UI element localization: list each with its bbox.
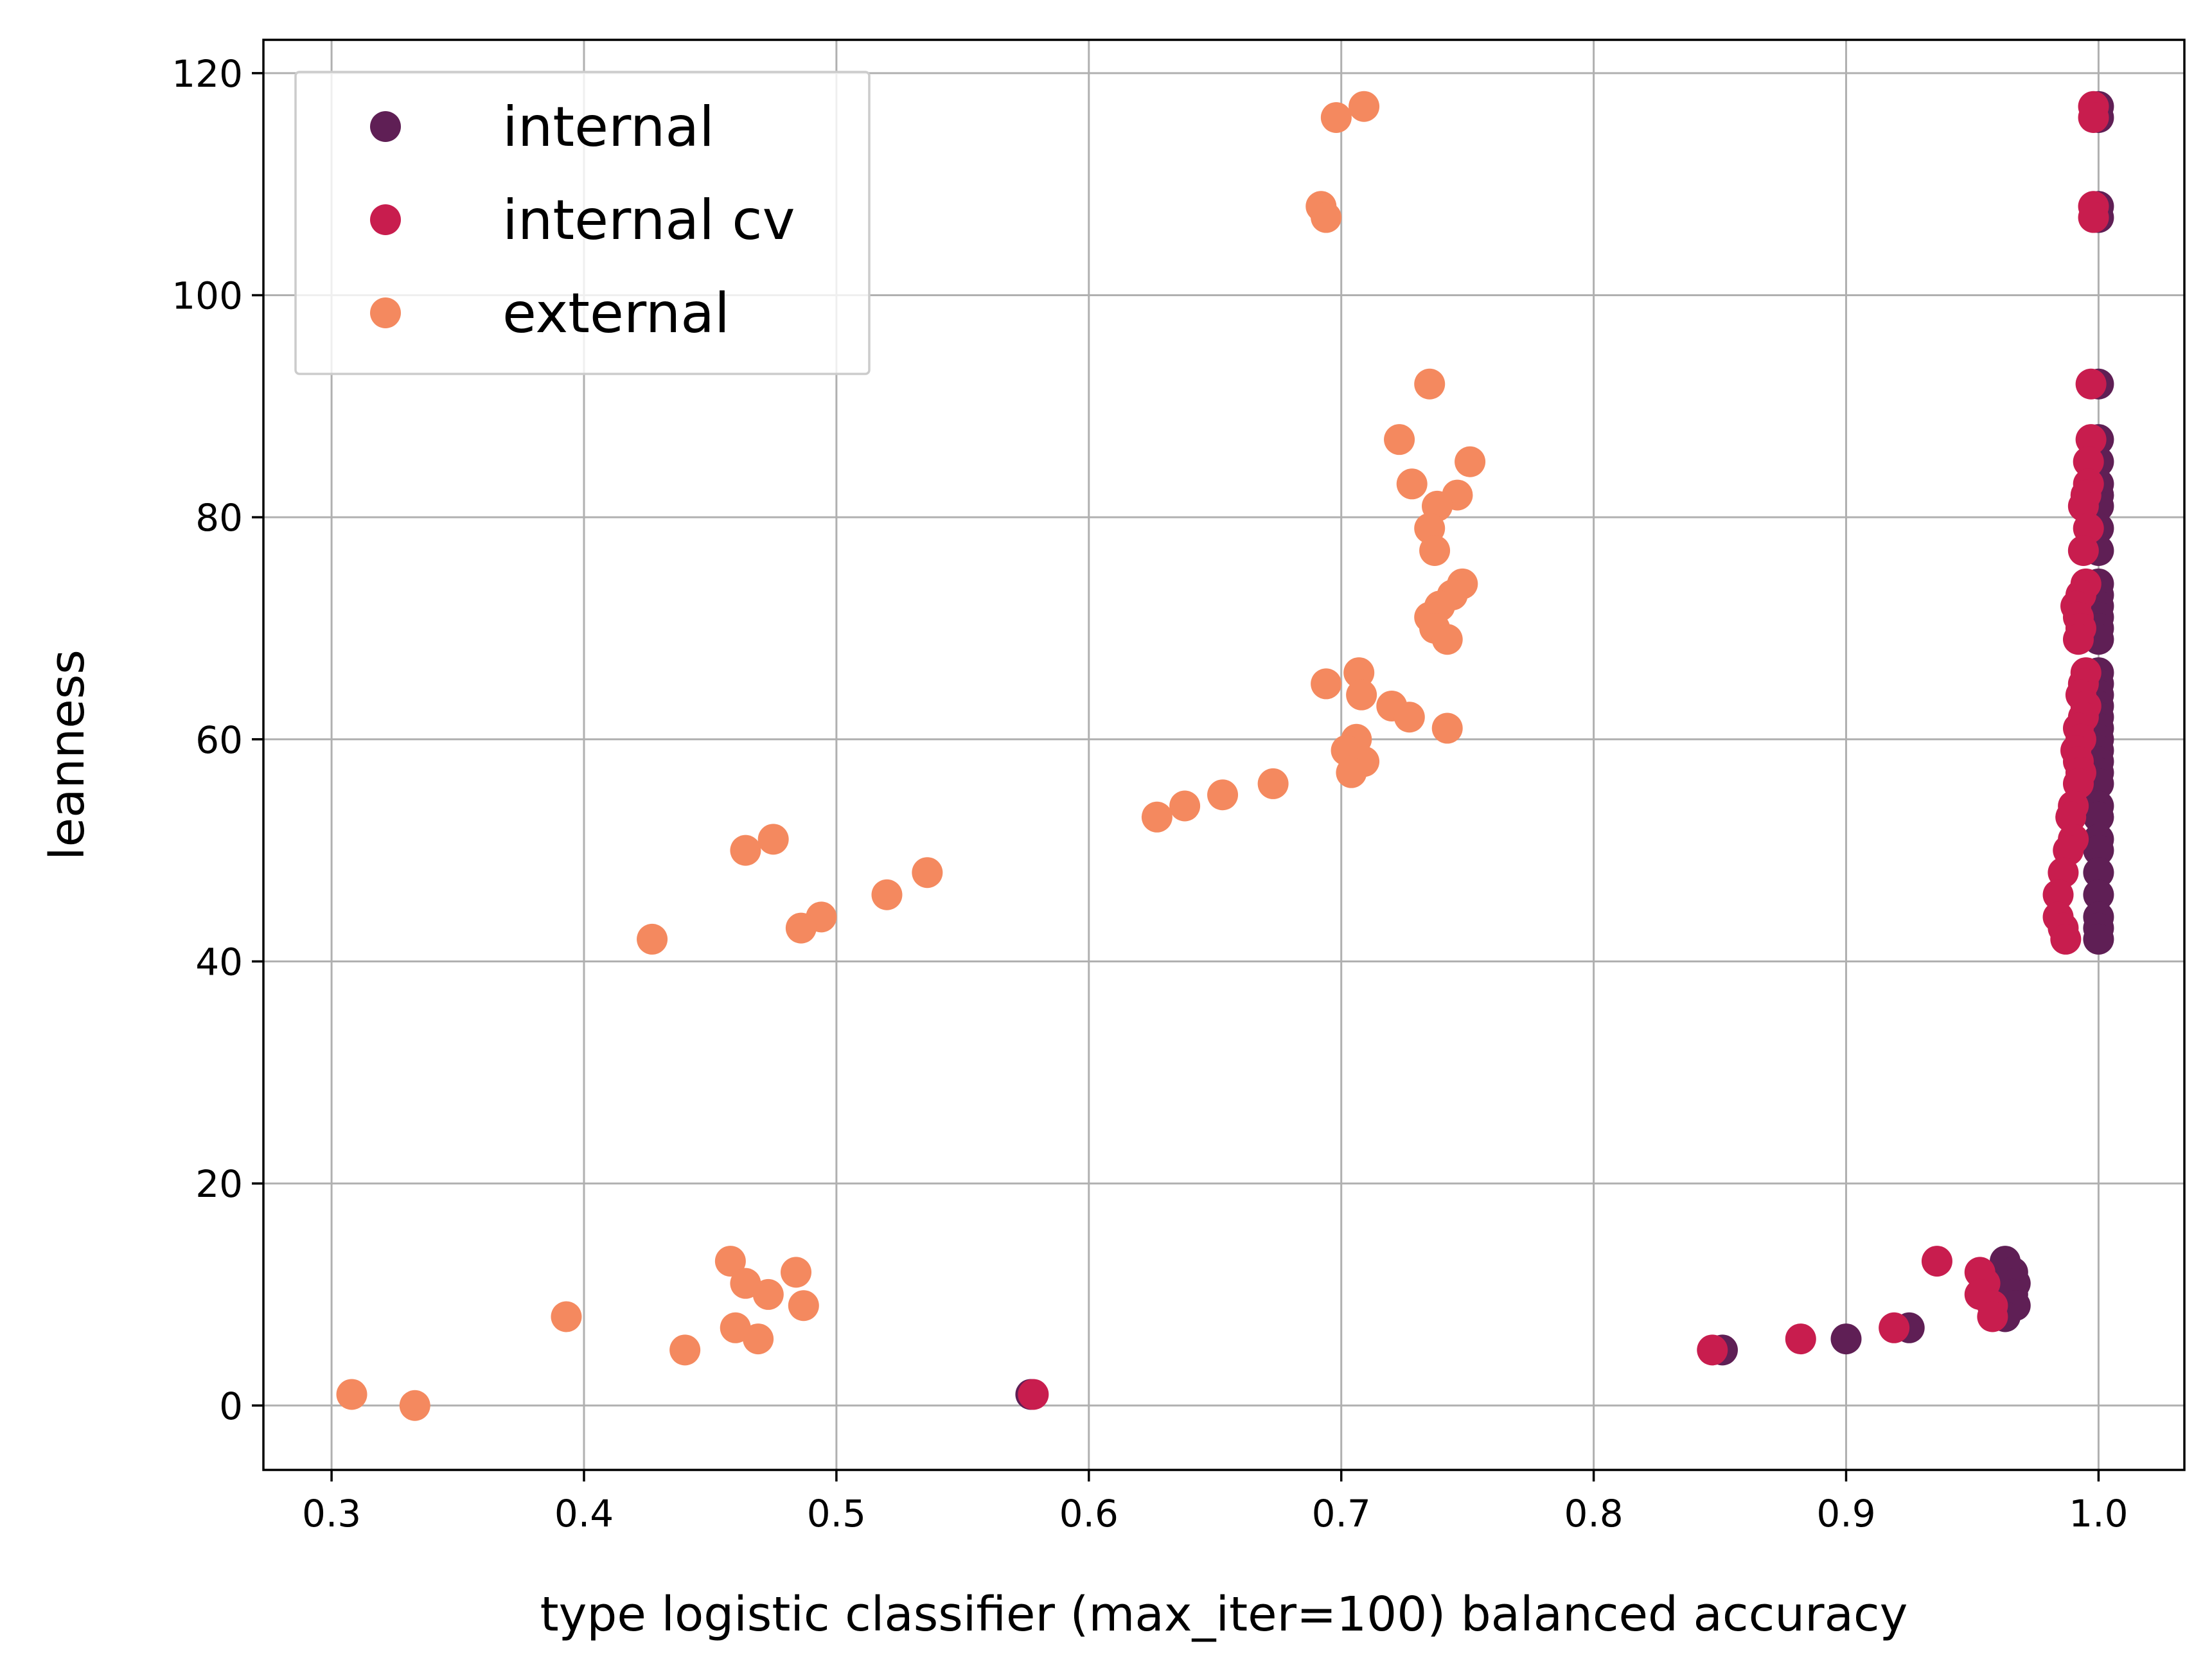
axis-ticks: 0.3 0.4 0.5 0.6 0.7 0.8 0.9 1.0 0 20 40 60 80 100 120 <box>172 52 2128 1535</box>
scatter-point <box>1336 757 1367 788</box>
scatter-point <box>1785 1323 1816 1355</box>
scatter-point <box>2050 923 2082 955</box>
scatter-point <box>730 835 761 866</box>
scatter-point <box>1141 801 1172 833</box>
y-tick-label: 20 <box>195 1162 243 1206</box>
scatter-point <box>551 1301 582 1332</box>
legend-marker <box>370 297 401 328</box>
scatter-point <box>399 1390 430 1421</box>
scatter-point <box>871 879 903 910</box>
y-axis-label: leanness <box>40 650 95 860</box>
scatter-point <box>785 912 817 944</box>
scatter-point <box>1349 91 1380 122</box>
x-tick-label: 0.5 <box>807 1492 866 1535</box>
scatter-point <box>2078 202 2109 233</box>
scatter-point <box>752 1278 784 1310</box>
legend: internal internal cv external <box>294 71 871 375</box>
scatter-point <box>2083 835 2114 866</box>
scatter-point <box>912 857 943 889</box>
scatter-point <box>1921 1246 1952 1277</box>
scatter-point <box>1830 1323 1862 1355</box>
scatter-point <box>743 1323 774 1355</box>
scatter-point <box>1346 679 1377 711</box>
y-tick-label: 40 <box>195 940 243 984</box>
scatter-point <box>2062 624 2094 655</box>
y-tick-label: 0 <box>219 1384 243 1428</box>
legend-label: internal cv <box>502 188 795 252</box>
scatter-point <box>2073 446 2104 477</box>
scatter-point <box>781 1257 812 1288</box>
scatter-point <box>2067 535 2099 566</box>
scatter-point <box>2083 857 2114 889</box>
scatter-point <box>1455 446 1486 477</box>
scatter-point <box>2083 801 2114 833</box>
scatter-point <box>1384 424 1415 455</box>
legend-marker <box>370 111 401 142</box>
x-tick-label: 0.6 <box>1059 1492 1119 1535</box>
scatter-point <box>336 1379 367 1410</box>
scatter-point <box>1018 1379 1049 1410</box>
scatter-point <box>1977 1301 2008 1332</box>
scatter-point <box>1320 102 1352 133</box>
series-internal-cv <box>1018 91 2109 1410</box>
y-tick-label: 60 <box>195 718 243 762</box>
x-axis-label: type logistic classifier (max_iter=100) … <box>540 1587 1908 1642</box>
x-tick-label: 1.0 <box>2069 1492 2128 1535</box>
data-points <box>336 91 2114 1421</box>
plot-frame <box>262 39 2186 1471</box>
scatter-point <box>1396 468 1428 500</box>
series-external <box>336 91 1486 1421</box>
x-tick-label: 0.7 <box>1312 1492 1371 1535</box>
x-tick-label: 0.3 <box>302 1492 361 1535</box>
scatter-point <box>2078 102 2109 133</box>
scatter-point <box>2042 879 2074 910</box>
legend-box <box>294 71 871 375</box>
scatter-point <box>637 923 668 955</box>
scatter-point <box>1879 1312 1910 1343</box>
scatter-point <box>1207 779 1239 811</box>
y-tick-label: 120 <box>172 52 243 96</box>
scatter-point <box>1257 768 1289 799</box>
scatter-point <box>1414 368 1446 400</box>
scatter-point <box>1431 624 1463 655</box>
x-tick-label: 0.8 <box>1564 1492 1623 1535</box>
y-tick-label: 80 <box>195 496 243 540</box>
scatter-point <box>1419 535 1451 566</box>
scatter-point <box>757 824 789 855</box>
scatter-point <box>788 1290 819 1322</box>
scatter-point <box>1169 790 1201 822</box>
scatter-point <box>1697 1334 1728 1366</box>
legend-marker <box>370 204 401 235</box>
x-tick-label: 0.9 <box>1816 1492 1875 1535</box>
scatter-point <box>1311 202 1342 233</box>
scatter-point <box>2083 923 2114 955</box>
scatter-point <box>1311 668 1342 700</box>
scatter-point <box>2083 879 2114 910</box>
scatter-point <box>714 1246 746 1277</box>
scatter-point <box>669 1334 701 1366</box>
scatter-point <box>1394 702 1425 733</box>
scatter-point <box>2075 368 2107 400</box>
y-tick-label: 100 <box>172 274 243 318</box>
scatter-point <box>1431 712 1463 744</box>
legend-label: external <box>502 281 730 346</box>
x-tick-label: 0.4 <box>554 1492 614 1535</box>
legend-label: internal <box>502 95 714 159</box>
